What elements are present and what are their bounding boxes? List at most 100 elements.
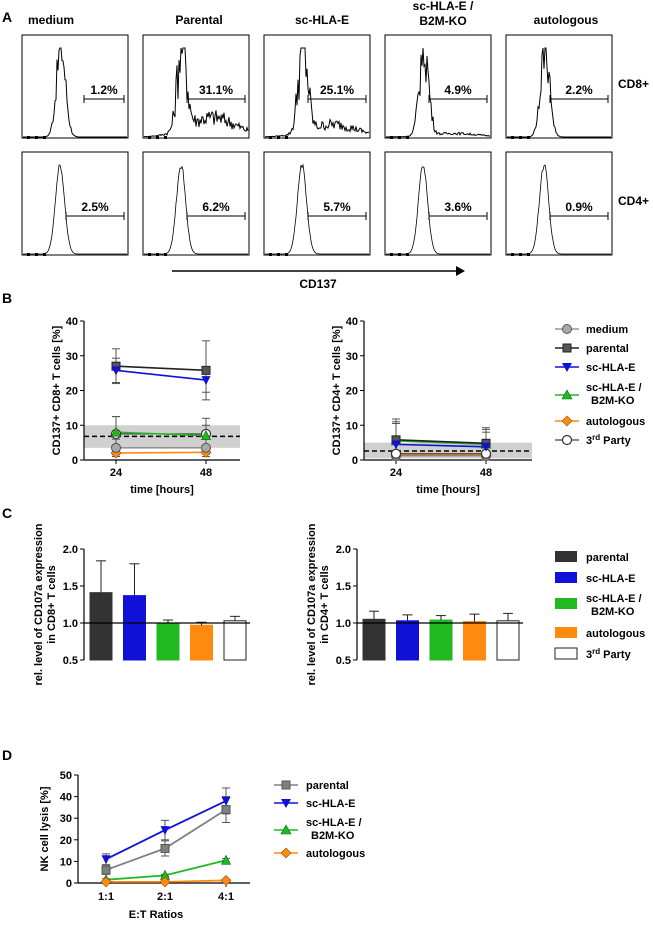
bar-sc-hla-e-b2m-ko [429, 619, 453, 661]
legend-b-3rd-party: 3rd Party [555, 433, 632, 447]
axis-tick-mark [390, 136, 393, 139]
circle-marker-icon [562, 324, 572, 334]
axis-tick-mark [43, 136, 46, 139]
x-axis-title: E:T Ratios [129, 909, 183, 921]
x-tick-label: 24 [390, 467, 403, 479]
y-tick-label: 20 [66, 386, 78, 398]
panel-c: C 0.5 1.0 1.5 2.0 rel. level of CD107a expre… [2, 505, 645, 686]
bar-parental [89, 592, 113, 661]
column-title-autologous: autologous [534, 13, 599, 27]
y-tick-label: 0.5 [63, 655, 78, 667]
y-tick-label: 2.0 [63, 544, 78, 556]
histogram-frame [384, 34, 492, 139]
axis-tick-mark [511, 253, 514, 256]
legend-d-label-autologous: autologous [306, 848, 365, 860]
row-label-cd4: CD4+ [618, 194, 649, 208]
legend-d-label-parental: parental [306, 780, 349, 792]
axis-tick-mark [277, 253, 280, 256]
legend-b-medium: medium [555, 324, 628, 336]
histogram-trace [386, 166, 490, 255]
y-tick-label: 40 [66, 316, 78, 328]
y-axis-title-line1: rel. level of CD107a expression [306, 523, 318, 685]
histogram-frame [263, 151, 371, 256]
axis-tick-mark [398, 253, 401, 256]
legend-b-label-autologous: autologous [586, 416, 645, 428]
panel-d: D 0 10 20 30 40 50 1:1 2:1 4:1 E:T Ratios NK cell … [2, 747, 365, 921]
bar-parental [362, 618, 386, 661]
data-point-autologous [159, 876, 171, 888]
legend-b-label-sc-hla-e: sc-HLA-E [586, 362, 636, 374]
legend-c-swatch-b2m [555, 598, 577, 609]
histogram-trace [507, 47, 611, 138]
bar-autologous [190, 624, 213, 661]
y-axis-title: CD137+ CD8+ T cells [%] [51, 325, 63, 455]
series-line [115, 431, 207, 437]
x-axis-title: time [hours] [416, 484, 480, 496]
data-point-parental [201, 365, 211, 375]
column-title-medium: medium [28, 13, 74, 27]
axis-tick-mark [156, 253, 159, 256]
x-tick-label: 4:1 [218, 891, 234, 903]
panel-a: A medium Parental sc-HLA-E sc-HLA-E / B2… [2, 0, 649, 291]
histogram-trace [264, 47, 370, 138]
axis-tick-mark [43, 253, 46, 256]
panel-a-label: A [2, 9, 12, 25]
bar-sc-hla-e [123, 595, 146, 661]
y-tick-label: 2.0 [336, 544, 351, 556]
data-point-sc-hla-e [221, 796, 231, 806]
histogram-trace [386, 47, 491, 138]
y-tick-label: 40 [60, 792, 72, 804]
legend-c-label-parental: parental [586, 552, 629, 564]
legend-b-label-b2m-line1: sc-HLA-E / [586, 382, 642, 394]
triangle-up-marker-icon [561, 389, 573, 400]
bar-sc-hla-e [396, 620, 419, 661]
data-point-parental [160, 843, 170, 853]
y-tick-label: 10 [346, 420, 358, 432]
legend-b-label-b2m-line2: B2M-KO [591, 395, 635, 407]
y-axis-title: CD137+ CD4+ T cells [%] [331, 325, 343, 455]
y-tick-label: 0.5 [336, 655, 351, 667]
axis-tick-mark [148, 136, 151, 139]
gate-percentage: 25.1% [320, 83, 354, 97]
y-tick-label: 10 [60, 856, 72, 868]
legend-c-swatch-parental [555, 551, 577, 562]
bar-3rd-party [223, 620, 247, 661]
legend-d: parental sc-HLA-E sc-HLA-E / B2M-KO auto… [274, 780, 365, 860]
legend-c-label-sc-hla-e: sc-HLA-E [586, 573, 636, 585]
axis-tick-mark [269, 253, 272, 256]
gate-percentage: 31.1% [199, 83, 233, 97]
panel-b-label: B [2, 290, 12, 306]
square-marker-icon [281, 780, 291, 790]
histogram-frame [142, 34, 250, 139]
chart-cd107a-cd8: 0.5 1.0 1.5 2.0 rel. level of CD107a express… [33, 523, 250, 686]
axis-tick-mark [390, 253, 393, 256]
legend-d-label-b2m-line1: sc-HLA-E / [306, 817, 362, 829]
legend-c-label-3rd-party: 3rd Party [586, 647, 632, 661]
legend-d-label-sc-hla-e: sc-HLA-E [306, 798, 356, 810]
axis-tick-mark [406, 136, 409, 139]
y-tick-label: 10 [66, 420, 78, 432]
y-tick-label: 1.5 [336, 581, 351, 593]
axis-tick-mark [156, 136, 159, 139]
histogram-frame [21, 34, 129, 139]
histogram-frame [505, 151, 613, 256]
y-tick-label: 30 [66, 351, 78, 363]
axis-tick-mark [27, 253, 30, 256]
histogram-frame [263, 34, 371, 139]
x-tick-label: 2:1 [157, 891, 173, 903]
legend-c-swatch-sc-hla-e [555, 572, 577, 583]
legend-b-label-medium: medium [586, 324, 628, 336]
axis-tick-mark [519, 253, 522, 256]
histogram-trace [143, 47, 249, 138]
axis-tick-mark [519, 136, 522, 139]
axis-tick-mark [406, 253, 409, 256]
gate-percentage: 4.9% [444, 83, 472, 97]
bar-3rd-party [496, 620, 520, 661]
x-axis-title: time [hours] [130, 484, 194, 496]
gate-percentage: 0.9% [565, 200, 593, 214]
data-point-autologous [100, 876, 112, 888]
y-tick-label: 30 [60, 813, 72, 825]
data-point-b2m-ko [201, 430, 211, 440]
